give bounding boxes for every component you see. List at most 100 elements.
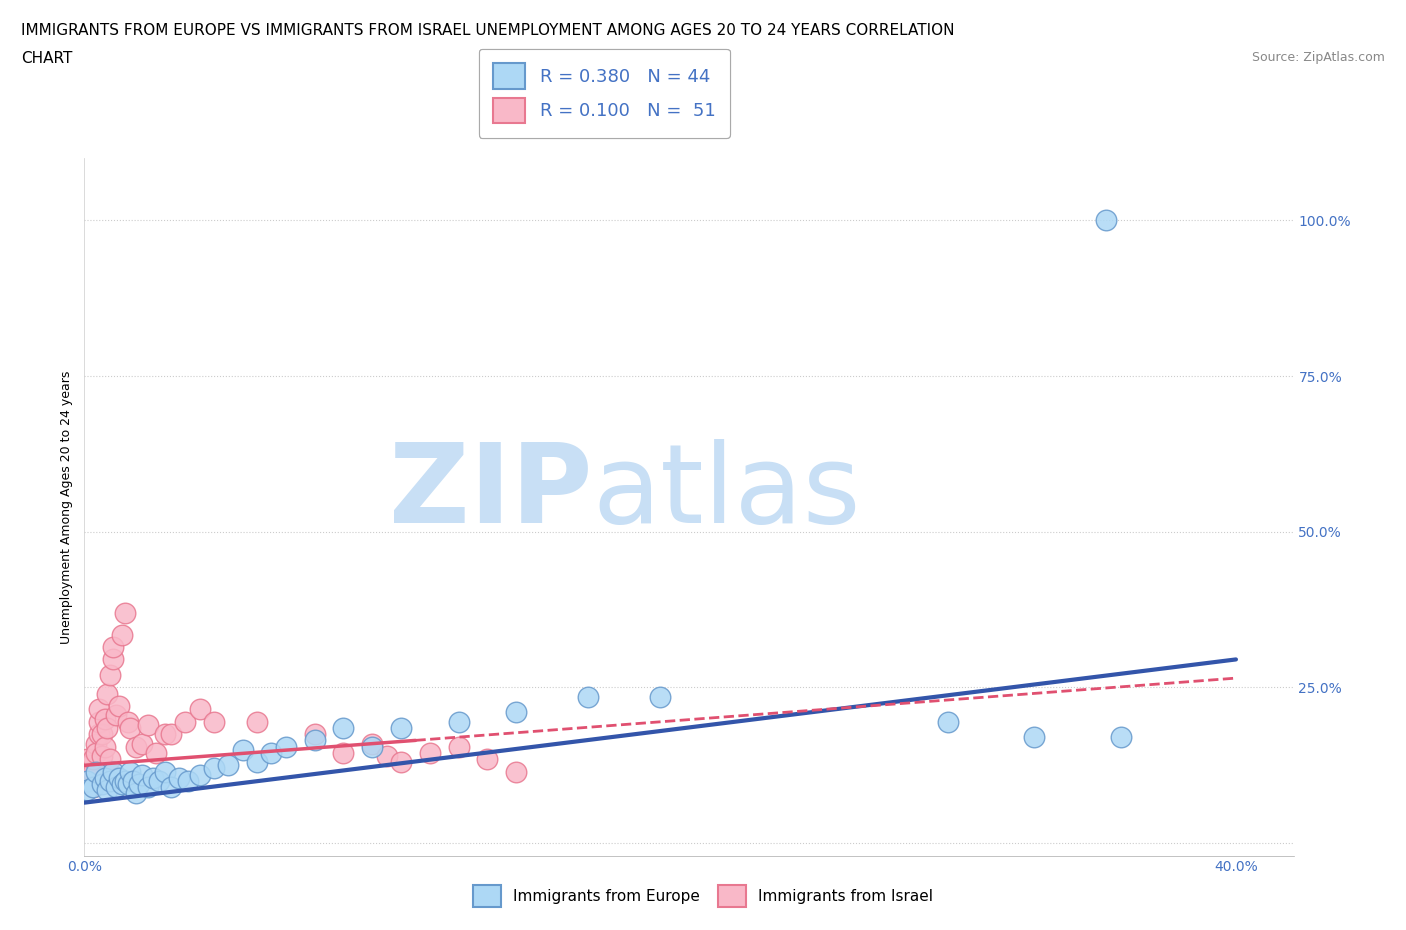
Point (159, 726, 181, 741)
Point (79, 758, 101, 773)
Point (93, 711, 115, 726)
Point (136, 717, 159, 732)
Point (304, 733, 326, 748)
Y-axis label: Unemployment Among Ages 20 to 24 years: Unemployment Among Ages 20 to 24 years (60, 370, 73, 644)
Point (75, 767, 97, 782)
Text: Source: ZipAtlas.com: Source: ZipAtlas.com (1251, 51, 1385, 64)
Point (188, 767, 211, 782)
Point (79, 770, 101, 785)
Point (90, 726, 112, 741)
Point (76, 761, 98, 776)
Point (122, 774, 145, 789)
Point (120, 721, 142, 736)
Point (82, 779, 104, 794)
Point (84, 764, 107, 779)
Point (232, 742, 254, 757)
Text: ZIP: ZIP (389, 439, 592, 547)
Point (169, 770, 191, 785)
Point (174, 714, 197, 729)
Point (274, 739, 297, 754)
Point (505, 705, 527, 720)
Point (131, 736, 153, 751)
Point (98, 774, 121, 789)
Point (246, 755, 269, 770)
Point (117, 777, 139, 791)
Point (76, 774, 98, 789)
Point (87, 702, 110, 717)
Point (111, 627, 134, 642)
Point (114, 605, 136, 620)
Point (159, 779, 181, 794)
Point (114, 774, 136, 789)
Point (260, 746, 283, 761)
Point (217, 758, 239, 773)
Point (125, 739, 148, 754)
Point (84, 746, 107, 761)
Point (375, 749, 398, 764)
Point (76, 783, 98, 798)
Point (177, 774, 200, 789)
Point (96, 783, 118, 798)
Point (82, 779, 104, 794)
Point (125, 786, 148, 801)
Point (105, 708, 128, 723)
Point (202, 761, 225, 776)
Point (136, 779, 159, 794)
Point (75, 770, 97, 785)
Point (111, 777, 134, 791)
Point (419, 746, 441, 761)
Point (128, 777, 150, 791)
Text: IMMIGRANTS FROM EUROPE VS IMMIGRANTS FROM ISRAEL UNEMPLOYMENT AMONG AGES 20 TO 2: IMMIGRANTS FROM EUROPE VS IMMIGRANTS FRO… (21, 23, 955, 38)
Text: CHART: CHART (21, 51, 73, 66)
Point (447, 714, 470, 729)
Point (246, 714, 269, 729)
Legend: R = 0.380   N = 44, R = 0.100   N =  51: R = 0.380 N = 44, R = 0.100 N = 51 (478, 48, 730, 138)
Point (82, 751, 104, 766)
Legend: Immigrants from Europe, Immigrants from Israel: Immigrants from Europe, Immigrants from … (467, 879, 939, 913)
Point (332, 746, 354, 761)
Point (101, 764, 124, 779)
Point (389, 755, 412, 770)
Point (90, 777, 112, 791)
Point (145, 746, 167, 761)
Point (153, 764, 176, 779)
Point (98, 668, 121, 683)
Point (96, 721, 118, 736)
Point (477, 751, 499, 766)
Point (361, 736, 384, 751)
Point (1024, 730, 1046, 745)
Point (96, 686, 118, 701)
Point (153, 726, 176, 741)
Point (101, 652, 124, 667)
Point (84, 736, 107, 751)
Point (447, 739, 470, 754)
Point (1109, 730, 1132, 745)
Point (90, 749, 112, 764)
Point (148, 774, 170, 789)
Point (131, 767, 153, 782)
Point (576, 689, 599, 704)
Point (304, 726, 326, 741)
Text: atlas: atlas (592, 439, 860, 547)
Point (389, 721, 412, 736)
Point (76, 774, 98, 789)
Point (98, 751, 121, 766)
Point (93, 770, 115, 785)
Point (1095, 213, 1118, 228)
Point (202, 714, 225, 729)
Point (93, 739, 115, 754)
Point (101, 640, 124, 655)
Point (142, 770, 165, 785)
Point (87, 726, 110, 741)
Point (76, 751, 98, 766)
Point (82, 764, 104, 779)
Point (361, 739, 384, 754)
Point (117, 714, 139, 729)
Point (650, 689, 672, 704)
Point (108, 698, 131, 713)
Point (188, 702, 211, 717)
Point (87, 714, 110, 729)
Point (105, 779, 128, 794)
Point (505, 764, 527, 779)
Point (120, 764, 142, 779)
